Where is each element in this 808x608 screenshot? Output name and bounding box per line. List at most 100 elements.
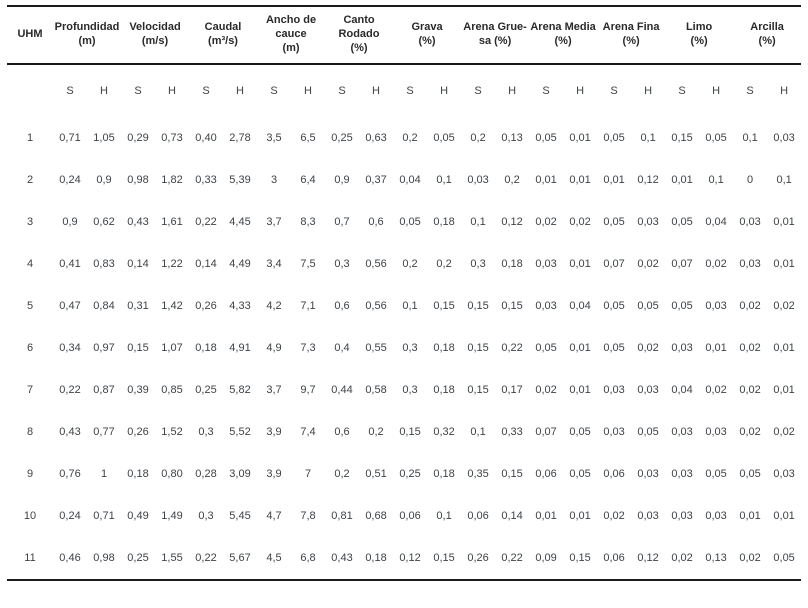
table-cell: 0,26 [467, 552, 489, 564]
table-cell: 0,2 [402, 258, 418, 270]
table-cell: 0,49 [127, 510, 149, 522]
table-cell: 0,03 [739, 258, 761, 270]
subcolumn-header-s: S [270, 85, 278, 97]
column-group-header-line: (%) [622, 35, 640, 47]
column-group-header-line: Arena Media [530, 21, 596, 34]
table-cell: 6,5 [300, 132, 316, 144]
table-cell: 0,1 [776, 174, 792, 186]
table-cell: 0,2 [368, 426, 384, 438]
table-cell: 9,7 [300, 384, 316, 396]
table-cell: 0,05 [739, 468, 761, 480]
table-cell: 0,02 [739, 426, 761, 438]
table-cell: 0,28 [195, 468, 217, 480]
group-header-row: UHM Profundidad (m) Velocidad (m/s) Caudal (m… [7, 6, 802, 65]
table-cell: 0,26 [195, 300, 217, 312]
table-cell: 6,4 [300, 174, 316, 186]
subcolumn-header-h: H [440, 85, 449, 97]
table-cell: 0,80 [161, 468, 183, 480]
table-cell: 0,03 [671, 468, 693, 480]
column-group-header-line: (%) [418, 35, 436, 47]
column-group-header-line: Ancho de [265, 14, 317, 27]
table-row: 10 0,24 0,71 0,49 1,49 0,3 5,45 4,7 7,8 0,81 0,68 0… [7, 495, 801, 537]
table-cell: 0,02 [535, 384, 557, 396]
table-cell: 0,02 [637, 258, 659, 270]
table-cell: 0,15 [501, 468, 523, 480]
table-cell: 7,3 [300, 342, 316, 354]
table-cell: 0,05 [637, 300, 659, 312]
table-cell: 5,39 [229, 174, 251, 186]
table-cell: 0,1 [436, 510, 452, 522]
table-cell: 0,05 [671, 216, 693, 228]
table-cell: 0,14 [127, 258, 149, 270]
table-cell: 0,7 [334, 216, 350, 228]
subcolumn-header-s: S [134, 85, 142, 97]
table-cell: 0,02 [671, 552, 693, 564]
table-cell: 0,63 [365, 132, 387, 144]
subcolumn-header-h: H [372, 85, 380, 97]
table-cell: 0,22 [501, 342, 523, 354]
table-cell: 0,06 [399, 510, 421, 522]
column-group-header-line: Velocidad [129, 21, 181, 34]
table-cell: 4,45 [229, 216, 251, 228]
column-group-header-line: (%) [690, 35, 708, 47]
column-group-header-canto-rodado: Canto Rodado (%) [325, 6, 394, 65]
table-cell: 0,47 [59, 300, 81, 312]
table-cell: 0,33 [501, 426, 523, 438]
subcolumn-header-s: S [542, 85, 550, 97]
subcolumn-header-s: S [66, 85, 74, 97]
column-group-header-line: sa (%) [478, 35, 512, 47]
table-cell: 0,22 [195, 552, 217, 564]
table-cell: 0,18 [365, 552, 387, 564]
table-cell: 0,05 [603, 216, 625, 228]
row-uhm-number: 5 [26, 300, 34, 312]
table-row: 3 0,9 0,62 0,43 1,61 0,22 4,45 3,7 8,3 0,7 0,6 0,05… [7, 201, 801, 243]
table-cell: 0,43 [59, 426, 81, 438]
column-group-header-line: Limo [685, 21, 713, 34]
table-cell: 0,02 [603, 510, 625, 522]
table-cell: 0,58 [365, 384, 387, 396]
table-cell: 0,18 [433, 216, 455, 228]
table-row: 2 0,24 0,9 0,98 1,82 0,33 5,39 3 6,4 0,9 0,37 0,04 0… [7, 159, 801, 201]
table-cell: 0,18 [127, 468, 149, 480]
table-header: UHM Profundidad (m) Velocidad (m/s) Caudal (m… [7, 6, 802, 117]
table-cell: 0,83 [93, 258, 115, 270]
row-uhm-number: 3 [26, 216, 34, 228]
column-group-header-line: (%) [554, 35, 572, 47]
table-cell: 0,25 [399, 468, 421, 480]
column-group-header-arena-media: Arena Media (%) [529, 6, 598, 65]
table-cell: 0,03 [603, 384, 625, 396]
table-cell: 0,03 [773, 468, 795, 480]
table-cell: 0,02 [773, 300, 795, 312]
column-group-header-line: Arena Grue- [463, 21, 527, 34]
table-cell: 0,3 [334, 258, 350, 270]
table-row: 1 0,71 1,05 0,29 0,73 0,40 2,78 3,5 6,5 0,25 0,63 0… [7, 117, 801, 159]
table-cell: 0,22 [59, 384, 81, 396]
corner-header-uhm: UHM [7, 6, 53, 65]
column-group-header-profundidad: Profundidad (m) [53, 6, 121, 65]
table-cell: 0,1 [640, 132, 656, 144]
column-group-header-arena-gruesa: Arena Grue-sa (%) [461, 6, 530, 65]
table-cell: 0,3 [198, 426, 214, 438]
table-cell: 0,02 [739, 300, 761, 312]
table-cell: 0,24 [59, 510, 81, 522]
subcolumn-header-h: H [236, 85, 244, 97]
table-cell: 1,07 [161, 342, 183, 354]
table-cell: 0,03 [637, 510, 659, 522]
table-row: 11 0,46 0,98 0,25 1,55 0,22 5,67 4,5 6,8 0,43 0,18… [7, 537, 801, 580]
table-cell: 0,2 [504, 174, 520, 186]
column-group-header-line: (m/s) [141, 35, 169, 47]
table-cell: 1,49 [161, 510, 183, 522]
subcolumn-header-h: H [712, 85, 721, 97]
subcolumn-header-h: H [780, 85, 789, 97]
table-cell: 0,01 [569, 132, 591, 144]
subcolumn-header-h: H [100, 85, 108, 97]
table-cell: 0,22 [501, 552, 523, 564]
table-cell: 0,07 [535, 426, 557, 438]
subcolumn-header-h: H [508, 85, 517, 97]
table-cell: 0,9 [96, 174, 112, 186]
subcolumn-header-s: S [610, 85, 618, 97]
row-uhm-number: 4 [26, 258, 34, 270]
table-cell: 0,18 [195, 342, 217, 354]
table-cell: 0,05 [603, 132, 625, 144]
